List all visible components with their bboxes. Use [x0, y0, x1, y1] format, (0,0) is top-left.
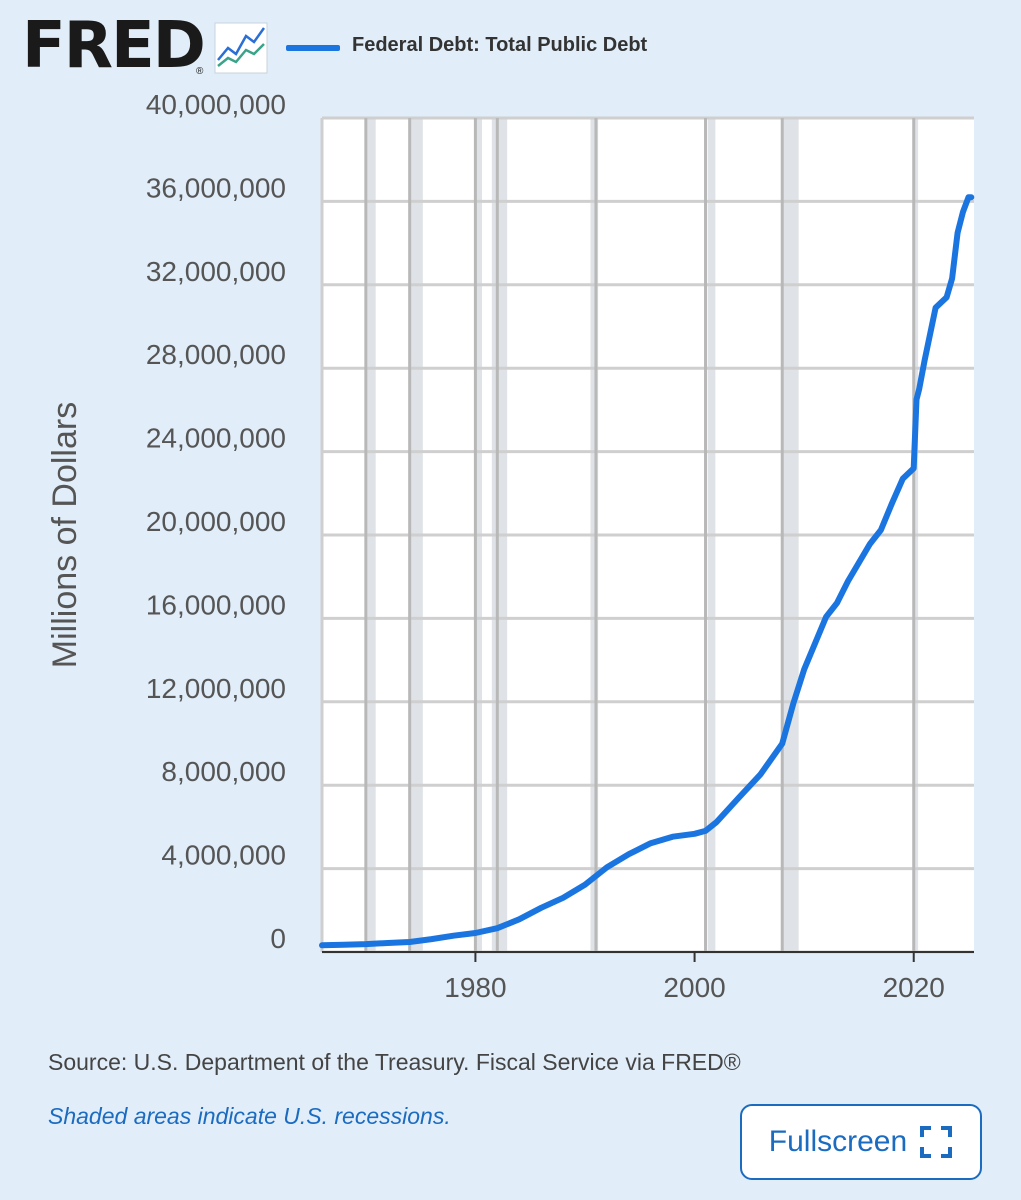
recession-note: Shaded areas indicate U.S. recessions. — [48, 1103, 451, 1129]
line-chart-icon — [214, 22, 268, 74]
y-tick-label: 36,000,000 — [146, 172, 286, 203]
y-tick-label: 0 — [270, 923, 286, 954]
fred-logo[interactable]: FRED — [22, 9, 206, 83]
y-tick-label: 4,000,000 — [161, 840, 286, 871]
fullscreen-label: Fullscreen — [768, 1125, 908, 1158]
series-line — [319, 194, 975, 949]
source-text: Source: U.S. Department of the Treasury.… — [48, 1049, 741, 1075]
chart-legend: Federal Debt: Total Public Debt — [286, 30, 647, 60]
y-tick-label: 24,000,000 — [146, 423, 286, 454]
y-tick-label: 32,000,000 — [146, 256, 286, 287]
y-tick-label: 40,000,000 — [146, 89, 286, 120]
logo-registered-mark: ® — [196, 66, 204, 77]
expand-icon — [920, 1126, 953, 1158]
x-tick-label: 2000 — [663, 972, 725, 1003]
y-tick-label: 28,000,000 — [146, 339, 286, 370]
y-tick-label: 8,000,000 — [161, 756, 286, 787]
legend-swatch — [286, 45, 340, 51]
y-tick-label: 20,000,000 — [146, 506, 286, 537]
x-tick-label: 2020 — [883, 972, 945, 1003]
legend-label: Federal Debt: Total Public Debt — [352, 33, 648, 56]
x-tick-label: 1980 — [444, 972, 506, 1003]
header: FRED ® Federal Debt: Total Public Debt — [0, 0, 1021, 90]
fullscreen-button[interactable]: Fullscreen — [740, 1104, 982, 1180]
y-axis-label: Millions of Dollars — [46, 402, 84, 668]
y-tick-label: 12,000,000 — [146, 673, 286, 704]
y-tick-label: 16,000,000 — [146, 589, 286, 620]
chart: 0 4,000,000 8,000,000 12,000,000 16,000,000 2… — [46, 89, 975, 1003]
